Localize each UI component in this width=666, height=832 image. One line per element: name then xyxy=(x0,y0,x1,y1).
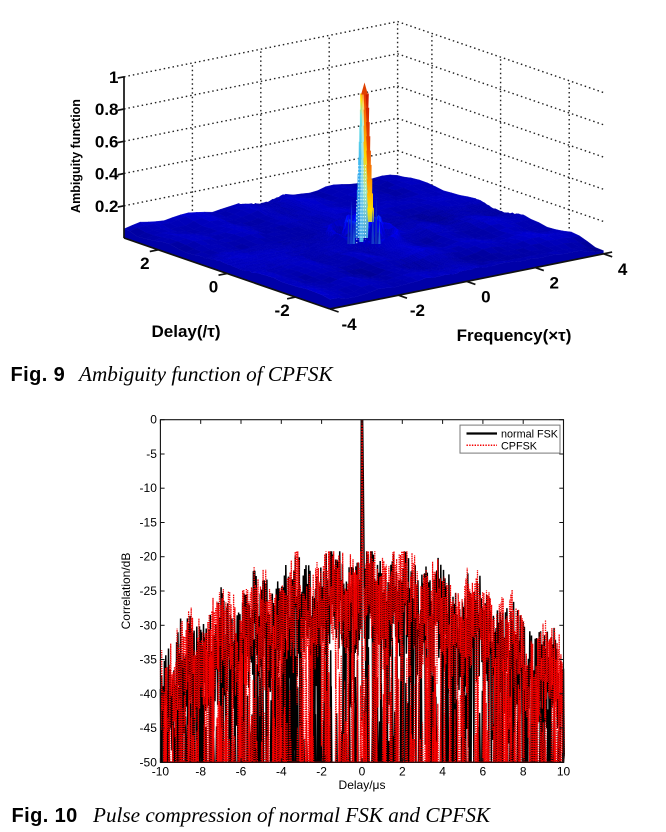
svg-text:8: 8 xyxy=(520,764,527,778)
svg-text:Pulse compression of normal FS: Pulse compression of normal FSK and CPFS… xyxy=(92,803,492,827)
svg-text:-5: -5 xyxy=(146,447,157,461)
svg-text:-30: -30 xyxy=(140,618,158,632)
svg-text:10: 10 xyxy=(557,764,571,778)
svg-text:-10: -10 xyxy=(140,481,158,495)
svg-text:0.6: 0.6 xyxy=(95,132,119,151)
svg-text:1: 1 xyxy=(109,68,118,87)
svg-text:Delay/μs: Delay/μs xyxy=(339,778,386,792)
svg-text:0.2: 0.2 xyxy=(95,197,119,216)
svg-text:0: 0 xyxy=(150,413,157,427)
svg-text:Frequency(×τ): Frequency(×τ) xyxy=(457,326,572,345)
svg-text:0: 0 xyxy=(481,287,490,306)
svg-text:2: 2 xyxy=(399,764,406,778)
svg-text:-25: -25 xyxy=(140,584,158,598)
svg-text:-2: -2 xyxy=(410,301,425,320)
svg-text:-4: -4 xyxy=(276,764,287,778)
svg-text:Correlation/dB: Correlation/dB xyxy=(119,553,133,630)
svg-text:-45: -45 xyxy=(140,721,158,735)
svg-text:4: 4 xyxy=(439,764,446,778)
svg-text:Ambiguity function: Ambiguity function xyxy=(69,99,83,213)
svg-text:normal FSK: normal FSK xyxy=(501,429,559,441)
svg-text:Delay(/τ): Delay(/τ) xyxy=(152,322,221,341)
svg-text:6: 6 xyxy=(480,764,487,778)
svg-text:-10: -10 xyxy=(152,764,170,778)
svg-text:-35: -35 xyxy=(140,653,158,667)
svg-text:-40: -40 xyxy=(140,687,158,701)
svg-text:0.4: 0.4 xyxy=(95,165,119,184)
svg-text:-15: -15 xyxy=(140,516,158,530)
svg-text:Fig. 9: Fig. 9 xyxy=(11,364,66,386)
svg-text:-50: -50 xyxy=(140,755,158,769)
svg-text:-2: -2 xyxy=(275,301,290,320)
svg-text:0: 0 xyxy=(209,278,218,297)
svg-text:2: 2 xyxy=(140,254,149,273)
svg-text:CPFSK: CPFSK xyxy=(501,440,538,452)
svg-text:-6: -6 xyxy=(236,764,247,778)
svg-text:-8: -8 xyxy=(195,764,206,778)
svg-text:Ambiguity function of CPFSK: Ambiguity function of CPFSK xyxy=(77,362,335,386)
svg-text:2: 2 xyxy=(549,274,558,293)
svg-text:-2: -2 xyxy=(316,764,327,778)
svg-text:-4: -4 xyxy=(341,315,357,334)
svg-text:0: 0 xyxy=(359,764,366,778)
svg-text:4: 4 xyxy=(618,260,628,279)
svg-text:-20: -20 xyxy=(140,550,158,564)
svg-text:Fig. 10: Fig. 10 xyxy=(12,805,78,827)
svg-text:0.8: 0.8 xyxy=(95,100,119,119)
